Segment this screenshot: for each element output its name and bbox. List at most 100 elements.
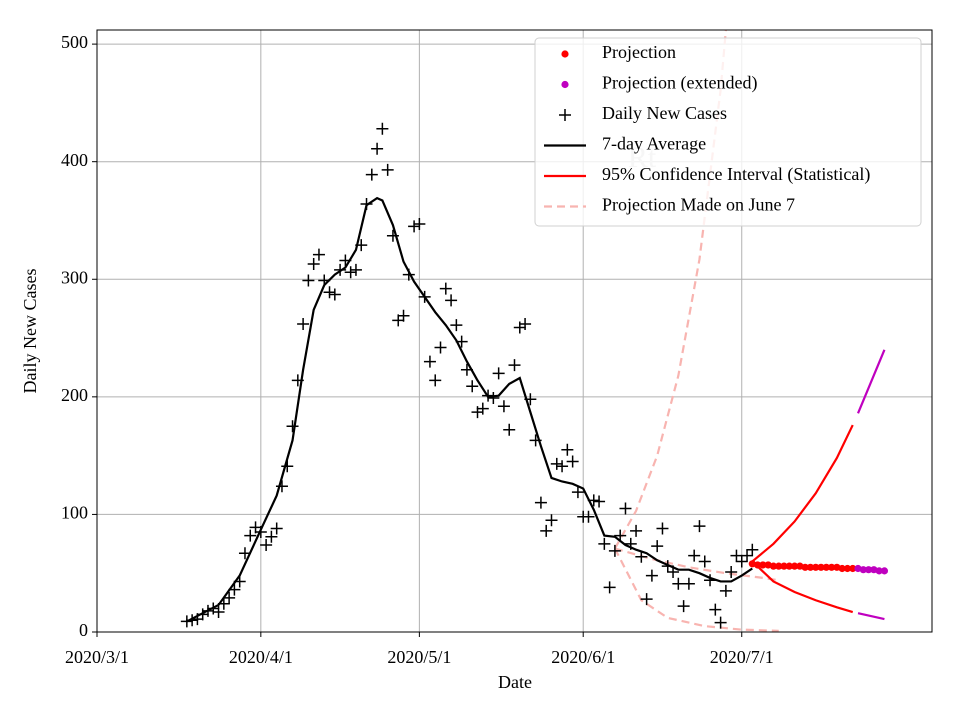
case-point <box>603 581 616 594</box>
case-point <box>519 317 532 330</box>
projection-point <box>801 563 809 571</box>
case-point <box>667 566 680 579</box>
legend-label: Daily New Cases <box>602 103 727 123</box>
case-point <box>233 575 246 588</box>
case-point <box>534 496 547 509</box>
case-point <box>318 274 331 287</box>
x-tick-label: 2020/6/1 <box>551 647 615 667</box>
case-point <box>561 443 574 456</box>
case-point <box>307 257 320 270</box>
projection-point <box>769 562 778 570</box>
case-point <box>302 274 315 287</box>
case-point <box>709 603 722 616</box>
case-point <box>645 569 658 582</box>
y-tick-label: 400 <box>61 150 88 170</box>
y-tick-label: 300 <box>61 267 88 287</box>
case-point <box>714 616 727 629</box>
case-point <box>704 574 717 587</box>
legend-swatch <box>561 50 569 58</box>
legend-box <box>534 37 922 227</box>
projection-point <box>880 567 889 575</box>
case-point <box>651 540 664 553</box>
case-point <box>672 577 685 590</box>
projection-point <box>859 566 867 574</box>
case-point <box>275 480 288 493</box>
case-point <box>339 254 352 267</box>
y-tick-label: 100 <box>61 503 88 523</box>
plot <box>180 30 889 632</box>
legend-label: 7-day Average <box>602 134 706 154</box>
case-point <box>540 524 553 537</box>
case-point <box>624 537 637 550</box>
case-point <box>450 319 463 332</box>
case-point <box>524 393 537 406</box>
x-tick-label: 2020/5/1 <box>387 647 451 667</box>
case-point <box>656 522 669 535</box>
series-line <box>751 560 854 614</box>
case-point <box>466 380 479 393</box>
series-line <box>857 612 885 621</box>
case-point <box>614 529 627 542</box>
case-point <box>223 591 236 604</box>
case-point <box>408 220 421 233</box>
legend: Projection Projection (extended) Daily New… <box>534 37 922 227</box>
projection-point <box>812 563 820 571</box>
legend-label: Projection Made on June 7 <box>602 195 795 215</box>
case-point <box>587 494 600 507</box>
case-point <box>217 597 230 610</box>
projection-point <box>822 563 830 571</box>
case-point <box>556 460 569 473</box>
series-line <box>186 196 753 623</box>
projection-point <box>790 562 799 570</box>
case-point <box>439 282 452 295</box>
case-point <box>323 286 336 299</box>
series-line <box>613 548 779 632</box>
case-point <box>201 604 214 617</box>
projection-point <box>827 563 836 571</box>
case-point <box>297 317 310 330</box>
case-point <box>228 583 241 596</box>
case-point <box>312 248 325 261</box>
case-point <box>593 495 606 508</box>
case-point <box>487 392 500 405</box>
case-point <box>413 218 426 231</box>
case-point <box>566 455 579 468</box>
case-point <box>688 549 701 562</box>
projection-point <box>817 563 825 571</box>
case-point <box>434 341 447 354</box>
series-line <box>856 349 886 414</box>
case-point <box>661 560 674 573</box>
case-point <box>381 163 394 176</box>
case-point <box>608 544 621 557</box>
case-point <box>291 374 304 387</box>
case-point <box>635 550 648 563</box>
case-point <box>212 606 225 619</box>
case-point <box>355 239 368 252</box>
case-point <box>186 614 199 627</box>
case-point <box>371 142 384 155</box>
legend-label: Projection (extended) <box>602 73 757 94</box>
case-point <box>730 549 743 562</box>
projection-point <box>849 564 857 573</box>
case-point <box>260 538 273 551</box>
case-point <box>238 547 251 560</box>
case-point <box>571 486 584 499</box>
case-point <box>418 290 431 303</box>
projection-point <box>759 561 767 569</box>
case-point <box>598 537 611 550</box>
case-point <box>429 374 442 387</box>
case-point <box>328 288 341 301</box>
y-tick-label: 500 <box>61 32 88 52</box>
x-tick-label: 2020/3/1 <box>65 647 129 667</box>
case-point <box>735 555 748 568</box>
case-point <box>402 268 415 281</box>
case-point <box>254 526 267 539</box>
case-point <box>397 309 410 322</box>
case-point <box>460 363 473 376</box>
projection-point <box>838 564 846 573</box>
x-tick-label: 2020/4/1 <box>229 647 293 667</box>
case-point <box>746 543 759 556</box>
case-point <box>719 584 732 597</box>
case-point <box>550 457 563 470</box>
